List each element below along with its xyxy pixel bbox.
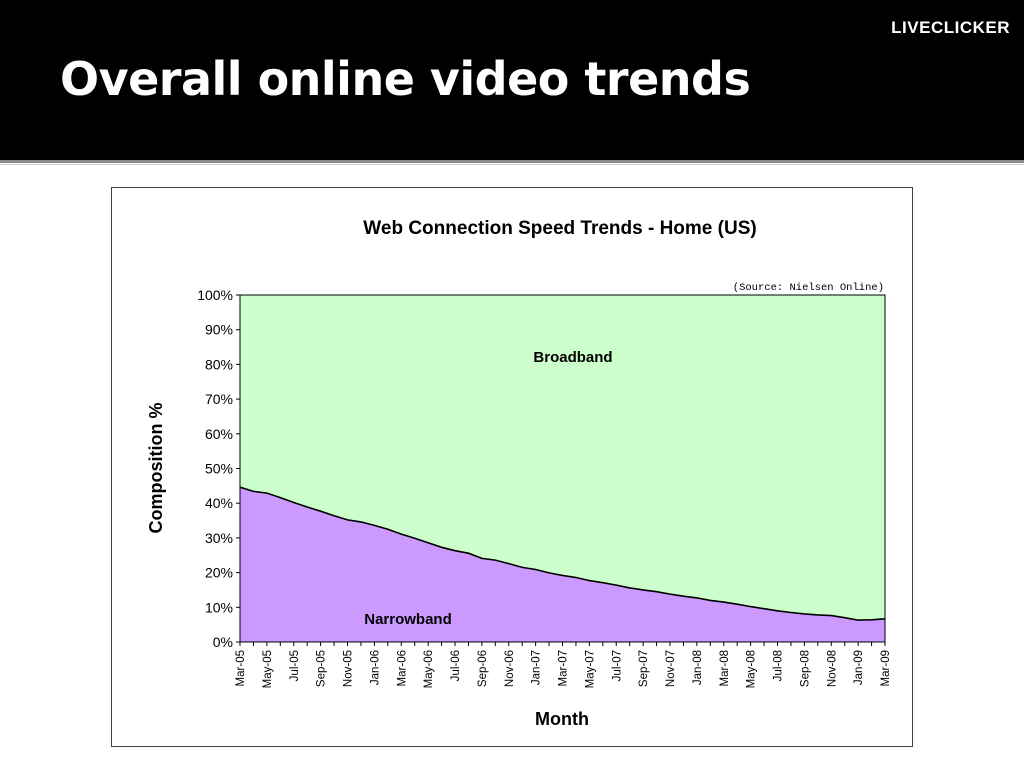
x-tick-label: Sep-05: [316, 650, 328, 687]
y-tick-label: 90%: [205, 322, 233, 338]
broadband-label: Broadband: [533, 349, 612, 366]
chart-frame: Web Connection Speed Trends - Home (US) …: [111, 187, 913, 747]
x-tick-label: Jul-07: [611, 650, 623, 681]
slide-title: Overall online video trends: [60, 52, 751, 106]
header-divider-thin: [0, 164, 1024, 165]
x-tick-label: Nov-07: [665, 650, 677, 687]
x-tick-label: May-05: [262, 650, 274, 688]
x-tick-label: Mar-08: [719, 650, 731, 686]
narrowband-label: Narrowband: [364, 611, 452, 628]
x-tick-label: May-06: [423, 650, 435, 688]
x-tick-label: Jan-06: [369, 650, 381, 685]
y-tick-label: 70%: [205, 391, 233, 407]
narrowband-area: [240, 487, 885, 642]
x-tick-label: Mar-05: [235, 650, 247, 686]
broadband-area: [240, 295, 885, 621]
y-axis-label: Composition %: [146, 403, 166, 534]
y-tick-label: 40%: [205, 495, 233, 511]
x-tick-label: Jan-08: [692, 650, 704, 685]
y-tick-label: 10%: [205, 599, 233, 615]
x-tick-label: Sep-06: [477, 650, 489, 687]
x-tick-label: Mar-07: [558, 650, 570, 686]
y-tick-label: 100%: [197, 287, 233, 303]
slide-header: [0, 0, 1024, 160]
series-boundary-line: [239, 486, 886, 621]
x-tick-label: Nov-06: [504, 650, 516, 687]
x-tick-label: Mar-06: [396, 650, 408, 686]
y-tick-label: 50%: [205, 461, 233, 477]
x-tick-label: Jan-09: [853, 650, 865, 685]
x-tick-label: Mar-09: [880, 650, 892, 686]
y-tick-label: 60%: [205, 426, 233, 442]
y-tick-label: 0%: [213, 634, 233, 650]
y-tick-label: 80%: [205, 356, 233, 372]
brand-logo: LIVECLICKER: [891, 18, 1010, 37]
x-tick-label: May-08: [746, 650, 758, 688]
x-tick-label: Nov-08: [826, 650, 838, 687]
x-tick-label: Sep-07: [638, 650, 650, 687]
x-tick-label: Jan-07: [531, 650, 543, 685]
x-tick-label: May-07: [584, 650, 596, 688]
y-tick-label: 20%: [205, 565, 233, 581]
x-tick-label: Nov-05: [343, 650, 355, 687]
connection-speed-chart: Web Connection Speed Trends - Home (US) …: [146, 218, 892, 729]
x-tick-label: Jul-06: [450, 650, 462, 681]
source-note: (Source: Nielsen Online): [733, 282, 884, 294]
x-axis-label: Month: [535, 709, 589, 729]
y-tick-label: 30%: [205, 530, 233, 546]
x-tick-label: Jul-08: [773, 650, 785, 681]
plot-area: 0% 10% 20% 30% 40% 50% 60% 70% 80% 90% 100% Mar-05 M…: [197, 287, 892, 688]
header-divider: [0, 160, 1024, 163]
chart-title: Web Connection Speed Trends - Home (US): [363, 218, 756, 239]
x-tick-label: Sep-08: [799, 650, 811, 687]
x-tick-label: Jul-05: [289, 650, 301, 681]
